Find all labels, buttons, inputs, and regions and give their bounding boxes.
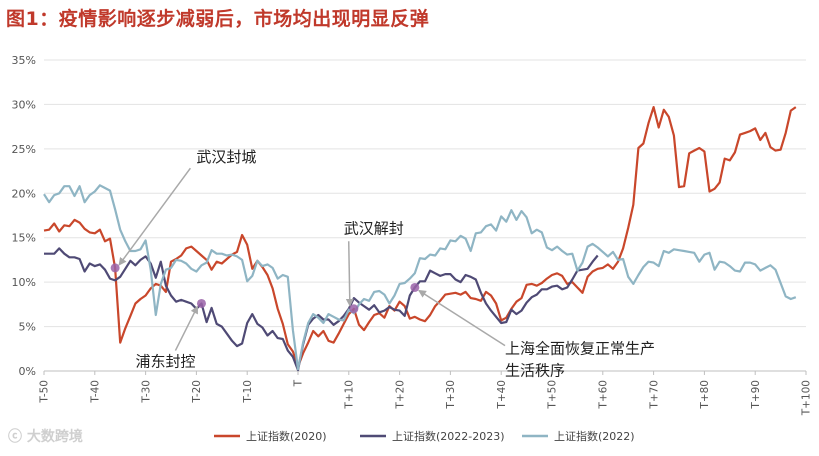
x-tick-label: T-40 — [89, 380, 101, 404]
y-tick-label: 25% — [12, 143, 36, 156]
annotation-label-shanghai-resume: 上海全面恢复正常生产生活秩序 — [505, 340, 655, 380]
watermark-logo-icon: ⓒ — [8, 429, 27, 445]
annotation-marker — [110, 263, 120, 273]
x-tick-label: T — [293, 379, 305, 387]
annotation-arrow — [345, 241, 354, 307]
watermark: ⓒ 大数跨境 — [8, 426, 83, 446]
y-tick-label: 5% — [19, 321, 36, 334]
x-tick-label: T+90 — [750, 380, 762, 410]
watermark-text: 大数跨境 — [26, 429, 83, 445]
legend-label: 上证指数(2020) — [246, 429, 327, 443]
y-tick-label: 20% — [12, 187, 36, 200]
y-axis-tick-labels: 0% 5% 10% 15% 20% 25% 30% 35% — [12, 54, 36, 378]
annotation-label-wuhan-lockdown: 武汉封城 — [196, 148, 256, 166]
x-tick-label: T+100 — [801, 380, 813, 416]
annotation-arrow — [417, 289, 506, 347]
y-tick-label: 35% — [12, 54, 36, 67]
x-tick-label: T+30 — [445, 380, 457, 410]
series-line-0 — [43, 106, 797, 368]
annotation-marker — [410, 282, 420, 292]
annotation-label-pudong-lockdown: 浦东封控 — [135, 353, 195, 371]
x-axis: T-50 T-40 T-30 T-20 T-10 T T+10 T+20 T+30 T+40 T+5… — [39, 371, 813, 416]
x-tick-label: T+20 — [394, 380, 406, 410]
x-tick-label: T+80 — [699, 380, 711, 410]
legend-label: 上证指数(2022) — [554, 429, 635, 443]
y-tick-label: 30% — [12, 98, 36, 111]
x-tick-label: T-50 — [39, 380, 51, 404]
legend-label: 上证指数(2022-2023) — [392, 429, 505, 443]
legend: 上证指数(2020) 上证指数(2022-2023) 上证指数(2022) — [214, 429, 635, 443]
annotation-label-wuhan-unlock: 武汉解封 — [344, 219, 404, 237]
annotation-marker — [349, 304, 359, 314]
x-tick-label: T+10 — [343, 380, 355, 410]
x-tick-label: T+60 — [597, 380, 609, 410]
x-tick-label: T+50 — [547, 380, 559, 410]
x-tick-label: T-30 — [140, 380, 152, 404]
series-line-1 — [44, 247, 599, 372]
annotation-marker — [196, 298, 206, 308]
series-line-2 — [43, 184, 797, 371]
grid-lines — [44, 59, 806, 372]
annotation-arrow — [174, 305, 199, 351]
y-tick-label: 15% — [12, 232, 36, 245]
chart-title: 图1：疫情影响逐步减弱后，市场均出现明显反弹 — [6, 8, 430, 30]
y-tick-label: 10% — [12, 276, 36, 289]
x-tick-label: T+70 — [648, 380, 660, 410]
annotation-arrow — [118, 167, 192, 266]
x-tick-label: T+40 — [496, 380, 508, 410]
series-lines — [43, 106, 797, 372]
y-tick-label: 0% — [19, 365, 36, 378]
x-tick-label: T-20 — [191, 380, 203, 404]
x-tick-label: T-10 — [242, 380, 254, 404]
